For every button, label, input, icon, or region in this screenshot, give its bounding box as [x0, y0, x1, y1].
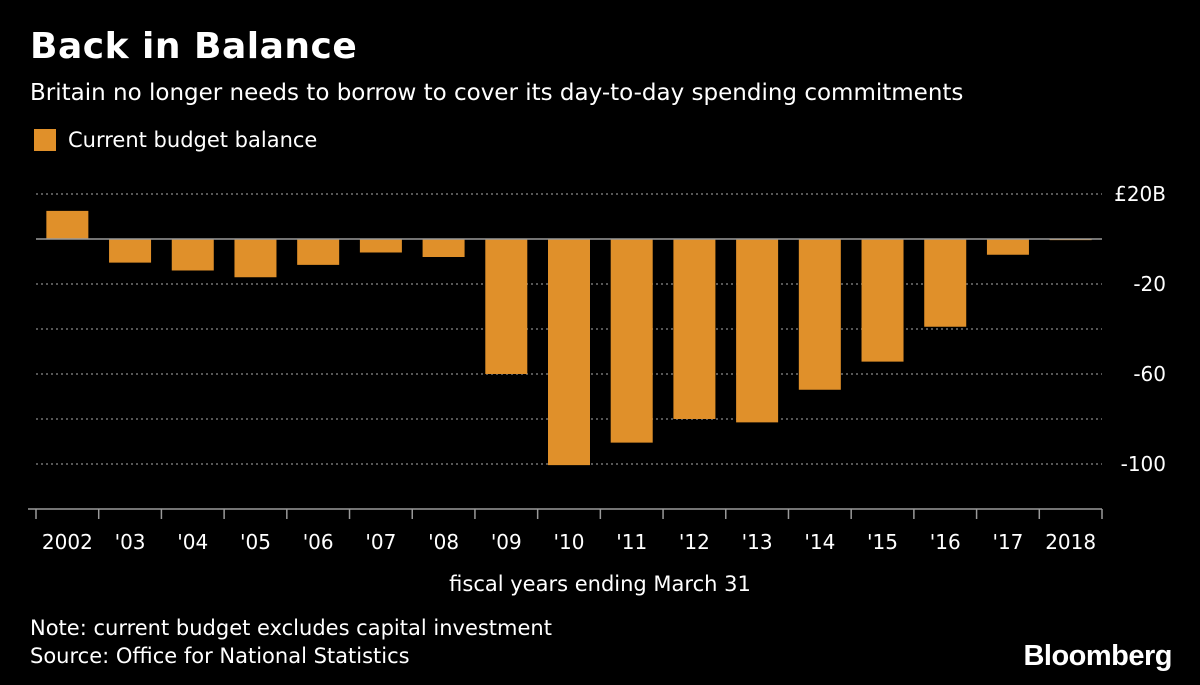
bar — [485, 239, 528, 374]
x-tick-label: '10 — [554, 530, 585, 554]
y-tick-label: -60 — [1133, 362, 1166, 386]
x-tick-label: '17 — [992, 530, 1023, 554]
footnote: Note: current budget excludes capital in… — [30, 614, 552, 670]
bar — [798, 239, 841, 390]
legend: Current budget balance — [34, 128, 317, 152]
x-tick-label: 2002 — [42, 530, 93, 554]
bar — [297, 239, 340, 265]
x-tick-label: '07 — [365, 530, 396, 554]
bar — [673, 239, 716, 419]
x-tick-label: '16 — [930, 530, 961, 554]
x-tick-label: '12 — [679, 530, 710, 554]
legend-swatch — [34, 129, 56, 151]
bloomberg-logo: Bloomberg — [1023, 640, 1172, 672]
bar — [986, 239, 1029, 255]
y-tick-label: -20 — [1133, 272, 1166, 296]
x-axis-label: fiscal years ending March 31 — [449, 572, 751, 596]
y-tick-label: £20B — [1114, 182, 1166, 206]
bar — [736, 239, 779, 423]
legend-label: Current budget balance — [68, 128, 318, 152]
bar — [422, 239, 465, 257]
x-tick-label: '03 — [115, 530, 146, 554]
x-tick-label: '11 — [616, 530, 647, 554]
x-tick-label: '05 — [240, 530, 271, 554]
x-tick-label: '08 — [428, 530, 459, 554]
bar — [861, 239, 904, 362]
source-text: Source: Office for National Statistics — [30, 644, 410, 668]
bar — [171, 239, 214, 271]
bar — [610, 239, 653, 443]
bar — [548, 239, 590, 466]
chart-subtitle: Britain no longer needs to borrow to cov… — [30, 80, 964, 106]
bar — [359, 239, 402, 253]
note-text: Note: current budget excludes capital in… — [30, 616, 552, 640]
x-tick-label: '15 — [867, 530, 898, 554]
x-tick-label: '13 — [742, 530, 773, 554]
bar — [109, 239, 152, 263]
x-tick-label: '14 — [804, 530, 835, 554]
bar — [924, 239, 967, 327]
x-tick-label: 2018 — [1045, 530, 1096, 554]
y-tick-label: -100 — [1121, 452, 1166, 476]
chart-title: Back in Balance — [30, 26, 358, 67]
x-tick-label: '04 — [177, 530, 208, 554]
x-tick-label: '06 — [303, 530, 334, 554]
bar — [234, 239, 277, 278]
x-tick-label: '09 — [491, 530, 522, 554]
bar — [46, 210, 89, 239]
